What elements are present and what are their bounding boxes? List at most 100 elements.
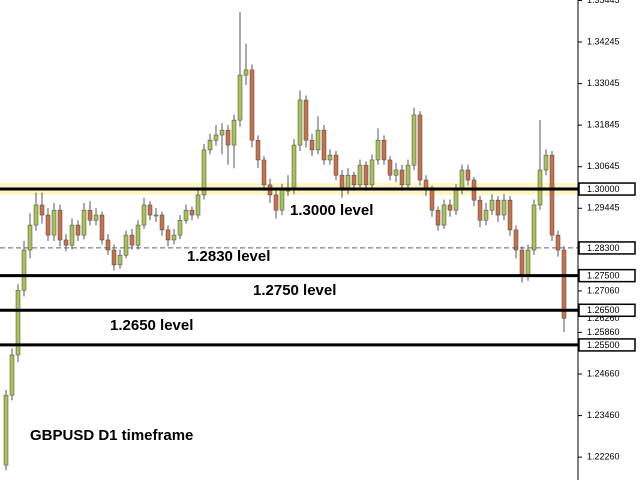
candle-body: [231, 119, 237, 146]
price-axis: 1.35445 1.34245 1.33045 1.31845 1.30645 1.294…: [578, 0, 636, 462]
candle-body: [255, 139, 261, 161]
candle-body: [81, 209, 87, 236]
level-annotation: 1.2750 level: [253, 282, 336, 299]
y-tick-label: 1.24660: [587, 368, 620, 378]
candle-body: [213, 134, 219, 141]
candle-body: [237, 74, 243, 121]
candle-body: [513, 229, 519, 251]
candle-body: [537, 169, 543, 206]
candle-body: [477, 199, 483, 221]
y-tick-label: 1.29445: [587, 203, 620, 213]
candle-body: [429, 189, 435, 211]
candle-body: [519, 249, 525, 276]
candle-body: [207, 139, 213, 151]
candle-body: [453, 189, 459, 211]
candle-body: [381, 139, 387, 161]
level-box: [578, 338, 636, 352]
candle-body: [189, 209, 195, 216]
y-tick-label: 1.35445: [587, 0, 620, 5]
candle-body: [351, 174, 357, 186]
candle-body: [369, 159, 375, 186]
candle-body: [147, 204, 153, 216]
candle-body: [507, 199, 513, 231]
candle-body: [549, 154, 555, 236]
candle-body: [357, 164, 363, 186]
y-tick-label: 1.27060: [587, 285, 620, 295]
candle-body: [93, 214, 99, 221]
candle-body: [447, 204, 453, 211]
y-tick-label: 1.33045: [587, 78, 620, 88]
candle-body: [417, 114, 423, 181]
candle-body: [291, 144, 297, 191]
y-tick-label: 1.25860: [587, 327, 620, 337]
candle-body: [153, 214, 159, 217]
candle-body: [465, 169, 471, 181]
candle-body: [279, 189, 285, 211]
level-box: [578, 241, 636, 255]
y-tick-label: 1.22260: [587, 452, 620, 462]
candle-body: [249, 69, 255, 141]
candle-body: [543, 154, 549, 171]
candle-body: [141, 204, 147, 226]
candle-body: [225, 129, 231, 146]
candle-body: [105, 239, 111, 251]
candle-body: [63, 239, 69, 246]
candle-body: [33, 204, 39, 226]
candle-body: [375, 139, 381, 161]
candle-body: [405, 164, 411, 186]
y-tick-label: 1.31845: [587, 120, 620, 130]
candle-body: [135, 224, 141, 246]
candle-body: [561, 249, 567, 319]
candle-body: [27, 224, 33, 251]
candle-body: [531, 204, 537, 251]
candle-body: [501, 199, 507, 216]
candle-body: [15, 289, 21, 356]
level-label: 1.25500: [587, 340, 620, 350]
level-label: 1.26500: [587, 305, 620, 315]
candle-body: [525, 249, 531, 276]
levels: 1.3000 level 1.2830 level 1.2750 level 1.26…: [0, 187, 578, 347]
y-tick-label: 1.30645: [587, 161, 620, 171]
candle-body: [177, 219, 183, 236]
candle-body: [303, 99, 309, 141]
level-annotation: 1.2830 level: [187, 248, 270, 265]
candle-body: [441, 204, 447, 226]
level-annotation: 1.2650 level: [110, 317, 193, 334]
candles: [3, 12, 567, 471]
candle-body: [363, 164, 369, 186]
level-box: [578, 303, 636, 318]
candle-body: [309, 139, 315, 151]
candle-body: [57, 209, 63, 241]
candle-body: [9, 354, 15, 396]
candle-body: [69, 224, 75, 246]
candle-body: [165, 229, 171, 241]
candle-body: [45, 214, 51, 236]
candle-body: [459, 169, 465, 191]
y-tick-label: 1.34245: [587, 36, 620, 46]
candle-body: [21, 249, 27, 291]
level-label: 1.27500: [587, 271, 620, 281]
candle-body: [483, 209, 489, 221]
candle-body: [555, 234, 561, 251]
candle-body: [87, 209, 93, 221]
y-tick-label: 1.23460: [587, 410, 620, 420]
candle-body: [297, 99, 303, 146]
candle-body: [99, 214, 105, 241]
candle-body: [183, 209, 189, 221]
candle-body: [111, 249, 117, 266]
level-box: [578, 268, 636, 283]
candle-body: [495, 199, 501, 216]
candle-body: [3, 394, 9, 466]
chart-title: GBPUSD D1 timeframe: [30, 427, 193, 444]
candle-body: [273, 194, 279, 211]
level-annotation: 1.3000 level: [290, 202, 373, 219]
level-label: 1.28300: [587, 243, 620, 253]
candle-body: [489, 199, 495, 211]
level-box: [578, 182, 636, 196]
candle-body: [393, 169, 399, 176]
candle-body: [75, 224, 81, 236]
candle-body: [219, 129, 225, 136]
candle-body: [243, 69, 249, 76]
